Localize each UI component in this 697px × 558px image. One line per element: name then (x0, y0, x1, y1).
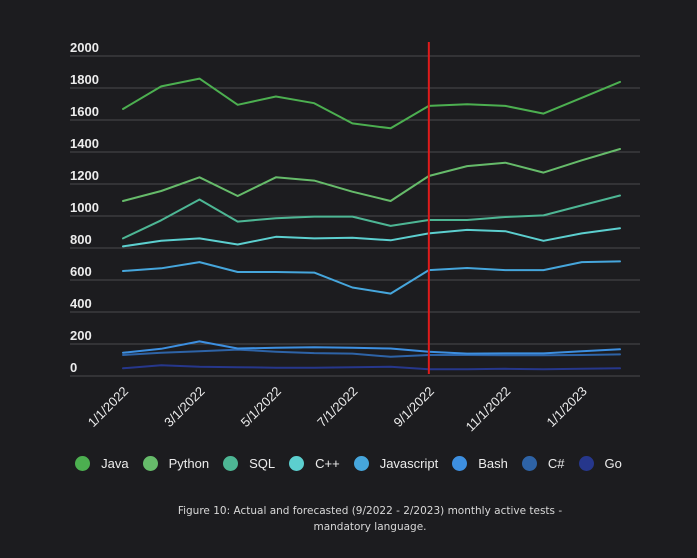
gridlines (70, 55, 640, 377)
x-axis: 1/1/2022 3/1/2022 5/1/2022 7/1/2022 9/1/2022… (85, 384, 590, 435)
y-tick-label: 1800 (70, 72, 99, 87)
line-chart: 0 200 400 600 800 1000 1200 1400 1600 1800 2000 1/… (70, 40, 640, 435)
legend-label: Python (168, 456, 210, 471)
legend-label: Java (101, 456, 129, 471)
y-tick-label: 1400 (70, 136, 99, 151)
x-tick-label: 11/1/2022 (463, 384, 514, 435)
x-tick-label: 5/1/2022 (238, 384, 284, 430)
legend-swatch (578, 456, 594, 471)
y-tick-label: 1600 (70, 104, 99, 119)
legend-label: Go (604, 456, 622, 471)
legend-swatch (521, 456, 537, 471)
legend-item-csharp[interactable]: C# (521, 456, 565, 471)
legend-item-bash[interactable]: Bash (452, 456, 508, 471)
legend: Java Python SQL C++ Javascript Bash C# Go (0, 456, 697, 471)
y-tick-label: 400 (70, 296, 92, 311)
y-tick-label: 1000 (70, 200, 99, 215)
y-tick-label: 600 (70, 264, 92, 279)
x-tick-label: 3/1/2022 (161, 384, 207, 430)
series-line-sql (122, 194, 621, 240)
legend-label: C++ (315, 456, 340, 471)
legend-label: Bash (478, 456, 508, 471)
legend-swatch (452, 456, 468, 471)
series-line-bash (122, 340, 621, 355)
x-tick-label: 1/1/2022 (85, 384, 131, 430)
series-line-python (122, 148, 621, 202)
legend-item-python[interactable]: Python (142, 456, 210, 471)
legend-swatch (142, 456, 158, 471)
y-tick-label: 800 (70, 232, 92, 247)
y-tick-label: 200 (70, 328, 92, 343)
legend-swatch (75, 456, 91, 471)
x-tick-label: 7/1/2022 (314, 384, 360, 430)
legend-item-sql[interactable]: SQL (223, 456, 275, 471)
series-line-csharp (122, 348, 621, 358)
series-line-javascript (122, 260, 621, 295)
y-tick-label: 2000 (70, 40, 99, 55)
y-tick-label: 0 (70, 360, 77, 375)
legend-item-cplusplus[interactable]: C++ (289, 456, 340, 471)
legend-label: Javascript (379, 456, 439, 471)
legend-item-java[interactable]: Java (75, 456, 129, 471)
series-lines (122, 77, 621, 371)
legend-swatch (353, 456, 369, 471)
legend-label: SQL (249, 456, 276, 471)
legend-item-javascript[interactable]: Javascript (353, 456, 439, 471)
series-line-go (122, 364, 621, 371)
y-tick-label: 1200 (70, 168, 99, 183)
y-axis: 0 200 400 600 800 1000 1200 1400 1600 1800 2000 (70, 40, 99, 375)
figure-caption: Figure 10: Actual and forecasted (9/2022… (177, 505, 563, 533)
legend-item-go[interactable]: Go (578, 456, 622, 471)
series-line-cplusplus (122, 227, 621, 248)
x-tick-label: 9/1/2022 (391, 384, 437, 430)
legend-label: C# (547, 456, 565, 471)
legend-swatch (223, 456, 239, 471)
series-line-java (122, 77, 621, 130)
legend-swatch (289, 456, 305, 471)
x-tick-label: 1/1/2023 (543, 384, 589, 430)
